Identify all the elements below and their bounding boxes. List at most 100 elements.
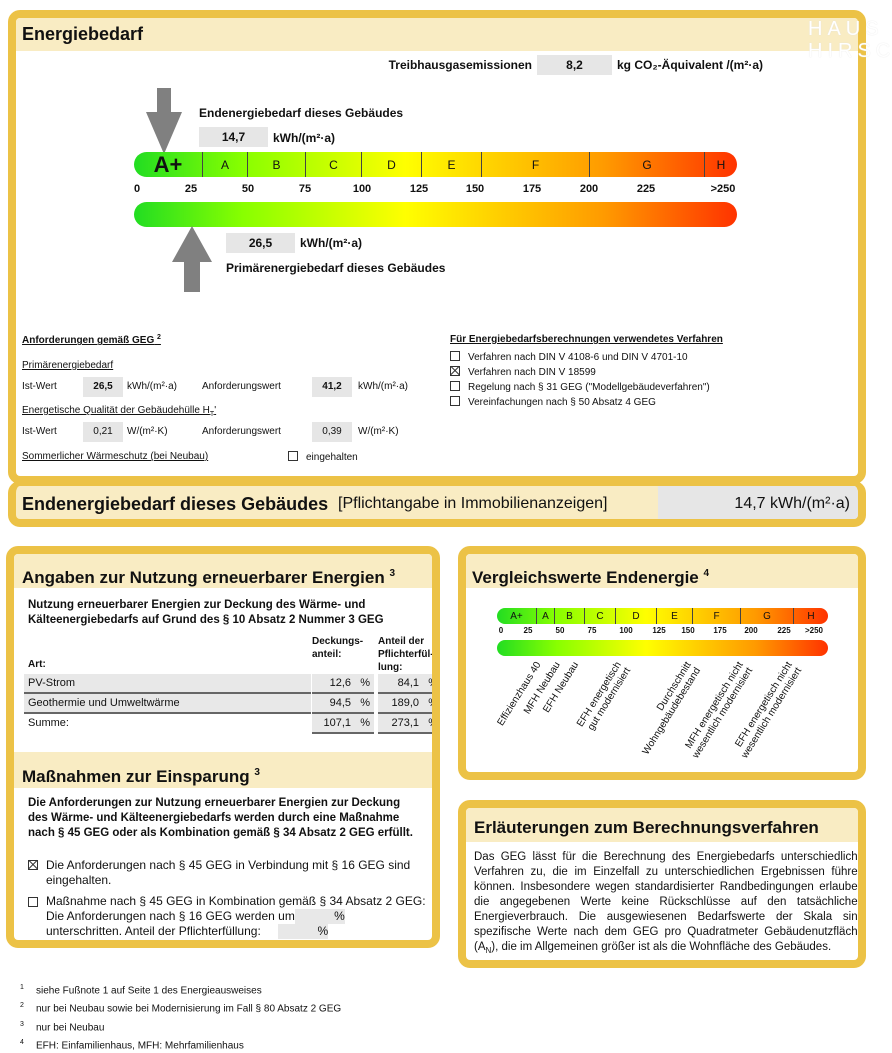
checkbox[interactable] [450, 381, 460, 391]
footnote: 1 siehe Fußnote 1 auf Seite 1 des Energie… [20, 984, 262, 997]
tick-label: 75 [298, 183, 312, 195]
checkbox[interactable] [28, 897, 38, 907]
footnote: 2 nur bei Neubau sowie bei Modernisierung… [20, 1002, 342, 1015]
class-g: G [741, 608, 794, 624]
method-option[interactable]: Verfahren nach DIN V 4108-6 und DIN V 47… [450, 350, 710, 365]
comparison-gradient [497, 640, 828, 656]
renewables-intro: Nutzung erneuerbarer Energien zur Deckun… [28, 599, 384, 626]
ht-title: Energetische Qualität der Gebäudehülle H… [22, 405, 217, 418]
summary-note: [Pflichtangabe in Immobilienanzeigen] [338, 495, 608, 512]
class-d: D [616, 608, 657, 624]
col-anteil: Anteil der Pflichterfül-lung: [378, 636, 434, 673]
measures-intro: Die Anforderungen zur Nutzung erneuerbar… [28, 797, 413, 839]
class-e: E [422, 152, 482, 177]
comparison-class-scale: A+ A B C D E F G H [497, 608, 828, 624]
explanation-text: Das GEG lässt für die Berechnung des Ene… [474, 851, 864, 956]
checkbox-checked[interactable] [450, 366, 460, 376]
row-anteil: 273,1 % [378, 714, 432, 734]
measures-title: Maßnahmen zur Einsparung 3 [14, 752, 432, 788]
tick-label: 125 [409, 183, 429, 195]
primary-requirement-title: Primärenergiebedarf [22, 360, 114, 371]
ist-ht-value: 0,21 [83, 422, 123, 442]
method-title: Für Energiebedarfsberechnungen verwendet… [450, 334, 723, 345]
end-energy-arrow-icon [146, 88, 182, 154]
energiebedarf-panel: Energiebedarf [8, 10, 866, 484]
explanation-title: Erläuterungen zum Berechnungsverfahren [466, 808, 858, 842]
renewables-panel: Angaben zur Nutzung erneuerbarer Energie… [6, 546, 440, 948]
tick-label: 175 [522, 183, 542, 195]
checkbox[interactable] [450, 351, 460, 361]
class-b: B [248, 152, 306, 177]
tick-label: 200 [744, 626, 758, 635]
method-options: Verfahren nach DIN V 4108-6 und DIN V 47… [450, 350, 710, 410]
class-e: E [657, 608, 693, 624]
anforderung-primary-value: 41,2 [312, 377, 352, 397]
class-f: F [482, 152, 590, 177]
primary-energy-value: 26,5 [226, 233, 295, 253]
class-c: C [585, 608, 616, 624]
tick-label: 25 [184, 183, 198, 195]
summer-protection-label: Sommerlicher Wärmeschutz (bei Neubau) [22, 451, 209, 462]
tick-label: >250 [710, 183, 736, 195]
end-energy-unit: kWh/(m²·a) [273, 131, 335, 145]
checkbox-checked[interactable] [28, 860, 38, 870]
efficiency-class-scale: A+ A B C D E F G H [134, 152, 737, 177]
measure-option-1[interactable]: Die Anforderungen nach § 45 GEG in Verbi… [26, 858, 426, 888]
method-option[interactable]: Vereinfachungen nach § 50 Absatz 4 GEG [450, 395, 710, 410]
row-deckungsanteil: 107,1 % [312, 714, 374, 734]
ghg-value: 8,2 [537, 55, 612, 75]
footnote: 3 nur bei Neubau [20, 1020, 105, 1033]
class-a: A [537, 608, 555, 624]
explanation-panel: Erläuterungen zum Berechnungsverfahren D… [458, 800, 866, 968]
tick-label: 0 [498, 626, 504, 635]
percent-field[interactable]: % [294, 909, 345, 924]
unit: kWh/(m²·a) [127, 381, 177, 392]
checkbox[interactable] [450, 396, 460, 406]
row-deckungsanteil: 12,6 % [312, 674, 374, 694]
primary-energy-arrow-icon [172, 226, 212, 292]
class-c: C [306, 152, 362, 177]
tick-label: 175 [713, 626, 727, 635]
tick-label: 200 [579, 183, 599, 195]
anforderung-label: Anforderungswert [202, 381, 281, 392]
class-g: G [590, 152, 705, 177]
percent-field[interactable]: % [278, 924, 329, 939]
summer-protection-checkbox[interactable]: eingehalten [288, 451, 358, 463]
tick-label: 150 [681, 626, 695, 635]
tick-label: 50 [241, 183, 255, 195]
tick-label: 75 [587, 626, 597, 635]
tick-label: 225 [636, 183, 656, 195]
footnote: 4 EFH: Einfamilienhaus, MFH: Mehrfamilien… [20, 1038, 244, 1052]
class-a: A [203, 152, 248, 177]
row-anteil: 84,1 % [378, 674, 432, 694]
tick-label: 150 [465, 183, 485, 195]
row-art: Geothermie und Umweltwärme [24, 694, 311, 714]
end-energy-label: Endenergiebedarf dieses Gebäudes [199, 106, 404, 120]
anforderung-ht-value: 0,39 [312, 422, 352, 442]
tick-label: 125 [652, 626, 666, 635]
panel-title: Energiebedarf [16, 18, 858, 51]
col-art: Art: [28, 659, 46, 670]
requirements-title: Anforderungen gemäß GEG 2 [22, 334, 161, 347]
class-h: H [807, 610, 815, 622]
renewables-title: Angaben zur Nutzung erneuerbarer Energie… [14, 554, 432, 588]
summary-value: 14,7 kWh/(m²·a) [658, 486, 858, 519]
tick-label: 100 [352, 183, 372, 195]
method-option[interactable]: Regelung nach § 31 GEG ("Modellgebäudeve… [450, 380, 710, 395]
ist-label: Ist-Wert [22, 381, 57, 392]
comparison-panel: Vergleichswerte Endenergie 4 [458, 546, 866, 780]
tick-label: 225 [777, 626, 791, 635]
primary-energy-label: Primärenergiebedarf dieses Gebäudes [226, 261, 446, 275]
method-option[interactable]: Verfahren nach DIN V 18599 [450, 365, 710, 380]
end-energy-value: 14,7 [199, 127, 268, 147]
tick-label: 25 [523, 626, 533, 635]
summary-label: Endenergiebedarf dieses Gebäudes [22, 494, 329, 514]
primary-energy-scale [134, 202, 737, 227]
watermark-logo: HAUS HIRSCH [808, 18, 892, 62]
tick-label: 0 [133, 183, 141, 195]
ghg-label: Treibhausgasemissionen [388, 58, 532, 72]
footnotes: 1 siehe Fußnote 1 auf Seite 1 des Energie… [20, 980, 341, 1053]
unit: W/(m²·K) [358, 426, 399, 437]
anforderung-label: Anforderungswert [202, 426, 281, 437]
measure-option-2[interactable]: Maßnahme nach § 45 GEG in Kombination ge… [26, 894, 431, 939]
